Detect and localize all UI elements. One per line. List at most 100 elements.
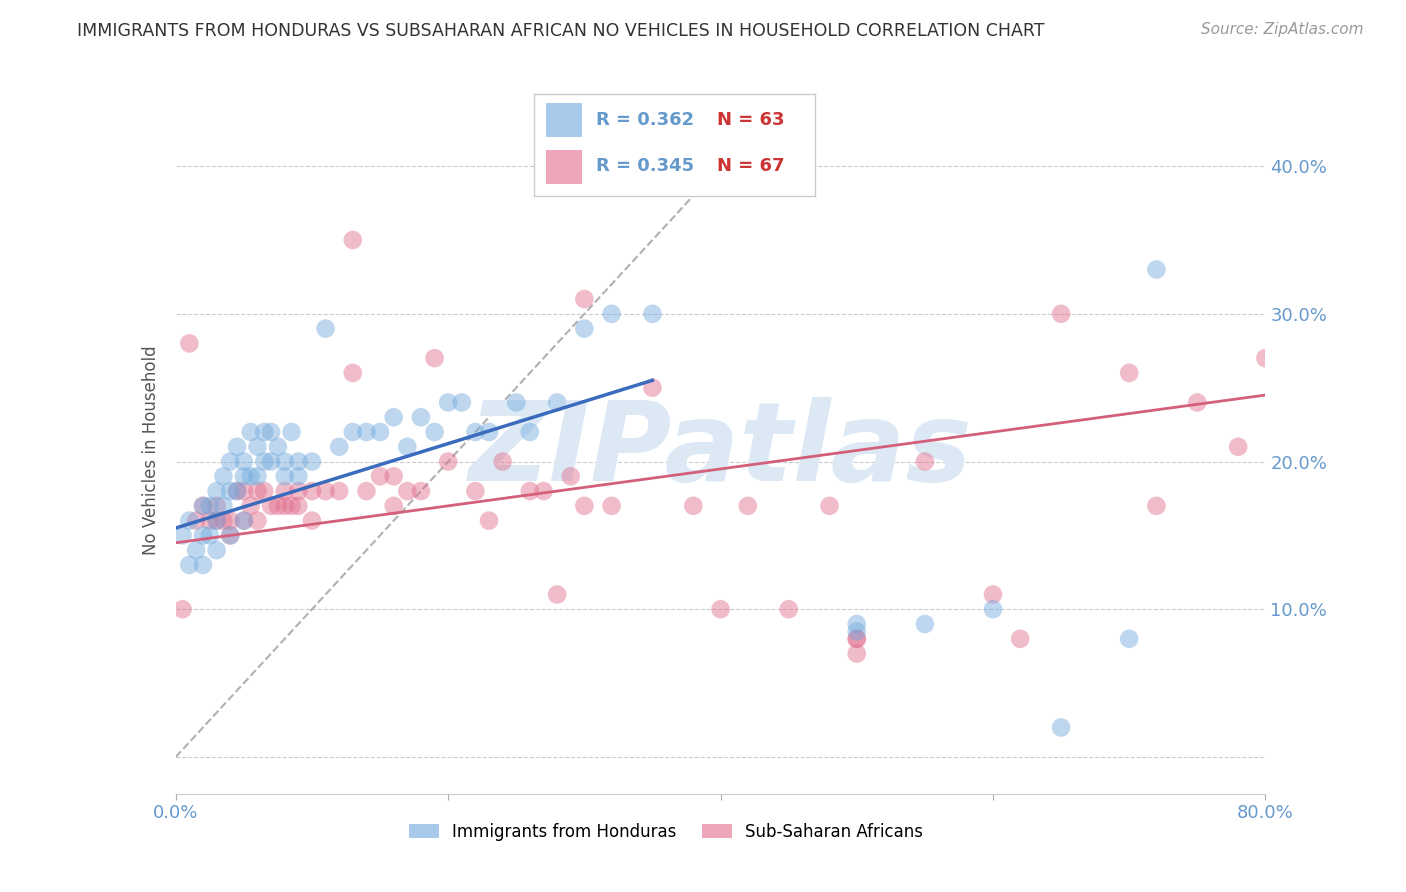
Point [778, 602, 800, 616]
Point [574, 321, 596, 335]
Point [519, 425, 541, 439]
Point [737, 499, 759, 513]
Point [437, 454, 460, 468]
Point [301, 454, 323, 468]
Point [845, 624, 868, 639]
Point [981, 602, 1004, 616]
Legend: Immigrants from Honduras, Sub-Saharan Africans: Immigrants from Honduras, Sub-Saharan Af… [402, 816, 929, 847]
Point [287, 454, 309, 468]
Point [287, 499, 309, 513]
Text: ZIPatlas: ZIPatlas [468, 397, 973, 504]
Point [212, 499, 235, 513]
Point [478, 514, 501, 528]
Point [533, 484, 555, 499]
Point [253, 454, 276, 468]
Point [280, 425, 302, 439]
Point [232, 484, 254, 499]
Point [274, 469, 297, 483]
Point [239, 469, 262, 483]
Point [198, 528, 221, 542]
Point [232, 454, 254, 468]
Point [1118, 632, 1140, 646]
Point [1227, 440, 1250, 454]
Point [368, 469, 391, 483]
Point [246, 484, 269, 499]
Point [301, 484, 323, 499]
Point [246, 469, 269, 483]
Point [198, 514, 221, 528]
Point [450, 395, 472, 409]
Point [492, 454, 515, 468]
Text: IMMIGRANTS FROM HONDURAS VS SUBSAHARAN AFRICAN NO VEHICLES IN HOUSEHOLD CORRELAT: IMMIGRANTS FROM HONDURAS VS SUBSAHARAN A… [77, 22, 1045, 40]
Point [212, 514, 235, 528]
Point [1050, 720, 1073, 734]
Point [1144, 499, 1167, 513]
Point [219, 514, 242, 528]
Point [546, 587, 568, 601]
Point [356, 484, 378, 499]
Point [409, 410, 432, 425]
Point [519, 484, 541, 499]
Point [396, 484, 419, 499]
Point [356, 425, 378, 439]
Point [226, 484, 249, 499]
Bar [546, 150, 582, 184]
Point [205, 543, 228, 558]
Point [1010, 632, 1032, 646]
Point [423, 351, 446, 366]
Point [226, 440, 249, 454]
Point [267, 440, 290, 454]
Y-axis label: No Vehicles in Household: No Vehicles in Household [142, 345, 160, 556]
Point [274, 454, 297, 468]
Point [368, 425, 391, 439]
Point [172, 528, 194, 542]
Point [600, 307, 623, 321]
Point [191, 558, 214, 572]
Point [342, 425, 364, 439]
Point [191, 499, 214, 513]
Point [464, 484, 486, 499]
Point [818, 499, 841, 513]
Point [179, 336, 201, 351]
Point [219, 528, 242, 542]
Point [1144, 262, 1167, 277]
Point [287, 484, 309, 499]
Point [253, 425, 276, 439]
Point [1050, 307, 1073, 321]
Point [205, 499, 228, 513]
Point [315, 484, 337, 499]
Point [232, 514, 254, 528]
Point [274, 499, 297, 513]
Point [260, 454, 283, 468]
Point [219, 528, 242, 542]
Point [845, 617, 868, 632]
Point [1118, 366, 1140, 380]
Point [914, 454, 936, 468]
Point [287, 469, 309, 483]
Point [505, 395, 527, 409]
Point [437, 395, 460, 409]
Point [191, 499, 214, 513]
Point [172, 602, 194, 616]
Point [205, 484, 228, 499]
Point [382, 410, 405, 425]
Point [409, 484, 432, 499]
Point [253, 484, 276, 499]
Point [301, 514, 323, 528]
Point [186, 543, 208, 558]
Point [342, 233, 364, 247]
Point [219, 484, 242, 499]
Point [239, 499, 262, 513]
Point [246, 440, 269, 454]
Point [845, 632, 868, 646]
Point [560, 469, 582, 483]
Point [1187, 395, 1209, 409]
Point [274, 484, 297, 499]
Point [641, 307, 664, 321]
Text: R = 0.362: R = 0.362 [596, 111, 695, 128]
Point [267, 499, 290, 513]
Point [246, 514, 269, 528]
Point [682, 499, 704, 513]
Point [328, 484, 350, 499]
Point [342, 366, 364, 380]
